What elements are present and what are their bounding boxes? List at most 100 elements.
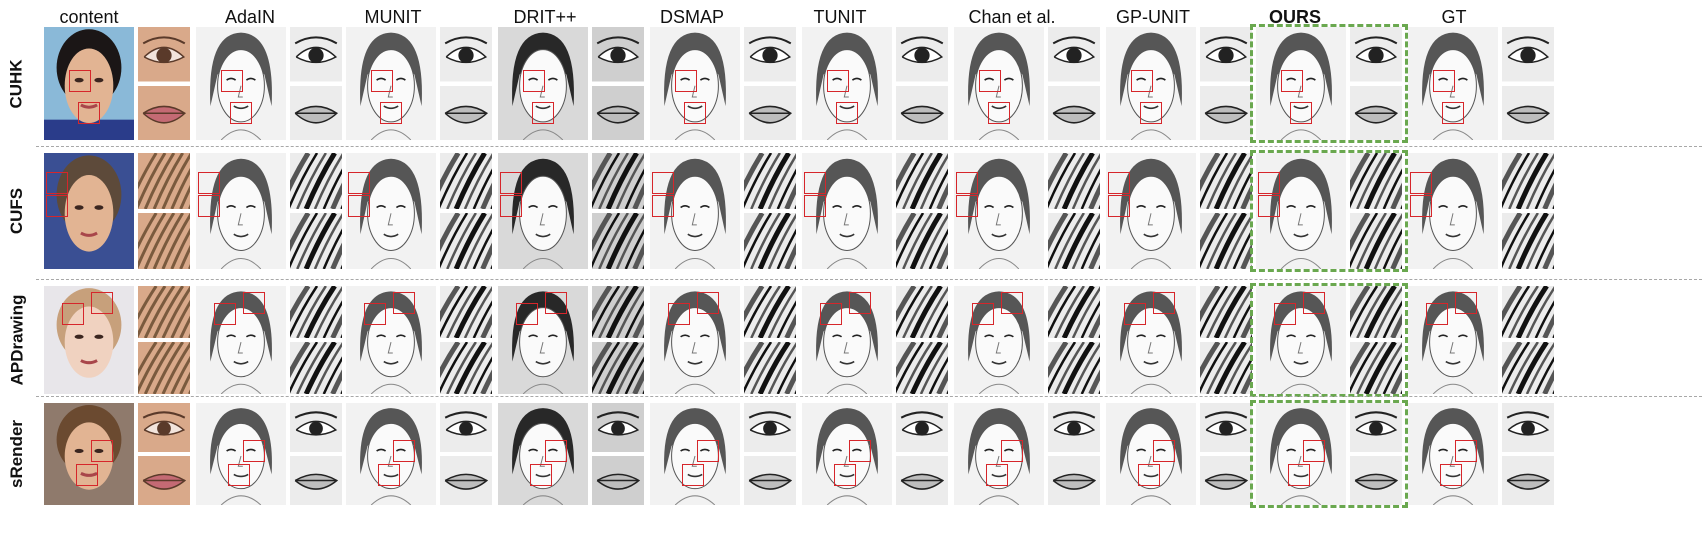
cell-srender-munit (346, 403, 436, 505)
crop-srender-dsmap-0 (744, 403, 796, 452)
zoom-crop-hair (1048, 213, 1100, 269)
cell-srender-content (44, 403, 134, 505)
crop-srender-tunit-1 (896, 456, 948, 505)
crop-cuhk-tunit-1 (896, 85, 948, 140)
zoom-region-box (651, 194, 674, 217)
zoom-crop-eye (138, 27, 190, 82)
row-label-text: CUFS (7, 187, 26, 235)
zoom-region-box (1140, 101, 1163, 124)
zoom-region-box (69, 69, 92, 92)
zoom-region-box (972, 303, 994, 326)
crop-apdrawing-drit-1 (592, 342, 644, 394)
cell-apdrawing-gt (1408, 286, 1498, 394)
crop-cufs-gt-0 (1502, 153, 1554, 209)
crop-cuhk-drit-1 (592, 85, 644, 140)
crop-srender-gpunit-1 (1200, 456, 1252, 505)
zoom-region-box (90, 439, 113, 462)
row-label-text: sRender (7, 419, 26, 489)
cell-apdrawing-drit (498, 286, 588, 394)
zoom-region-box (371, 69, 394, 92)
zoom-region-box (820, 303, 842, 326)
zoom-crop-hair (138, 153, 190, 209)
zoom-region-box (197, 171, 220, 194)
zoom-crop-hair (896, 286, 948, 338)
zoom-region-box (834, 464, 857, 487)
zoom-region-box (78, 101, 101, 124)
crop-apdrawing-adain-1 (290, 342, 342, 394)
cell-cuhk-gt (1408, 27, 1498, 140)
zoom-region-box (544, 439, 567, 462)
crop-srender-content-0 (138, 403, 190, 452)
cell-cufs-content (44, 153, 134, 269)
column-header-drit: DRIT++ (513, 7, 577, 27)
cell-srender-drit (498, 403, 588, 505)
column-header-adain: AdaIN (224, 7, 276, 27)
zoom-region-box (1107, 171, 1130, 194)
crop-apdrawing-ours-1 (1350, 342, 1402, 394)
zoom-crop-hair (1200, 153, 1252, 209)
zoom-crop-hair (896, 342, 948, 394)
crop-apdrawing-munit-0 (440, 286, 492, 338)
sketch-image (954, 403, 1044, 505)
zoom-crop-mouth (744, 85, 796, 140)
zoom-crop-eye (1200, 27, 1252, 82)
crop-apdrawing-gpunit-0 (1200, 286, 1252, 338)
crop-cufs-gpunit-1 (1200, 213, 1252, 269)
zoom-crop-eye (744, 27, 796, 82)
zoom-region-box (803, 194, 826, 217)
crop-cufs-tunit-0 (896, 153, 948, 209)
row-label-srender: sRender (2, 403, 32, 505)
zoom-region-box (684, 101, 707, 124)
cell-srender-ours (1256, 403, 1346, 505)
zoom-crop-hair (744, 153, 796, 209)
cell-srender-tunit (802, 403, 892, 505)
crop-apdrawing-tunit-1 (896, 342, 948, 394)
zoom-region-box (45, 171, 68, 194)
cell-apdrawing-munit (346, 286, 436, 394)
crop-apdrawing-gpunit-1 (1200, 342, 1252, 394)
row-label-text: CUHK (7, 58, 27, 109)
zoom-crop-hair (138, 213, 190, 269)
zoom-crop-eye (1350, 403, 1402, 452)
crop-apdrawing-gt-1 (1502, 342, 1554, 394)
sketch-image (1408, 403, 1498, 505)
row-separator (36, 279, 1702, 280)
zoom-region-box (651, 171, 674, 194)
crop-apdrawing-dsmap-1 (744, 342, 796, 394)
zoom-crop-hair (1502, 342, 1554, 394)
crop-cufs-content-1 (138, 213, 190, 269)
crop-cuhk-munit-1 (440, 85, 492, 140)
crop-srender-gpunit-0 (1200, 403, 1252, 452)
sketch-image (498, 27, 588, 140)
zoom-crop-hair (592, 153, 644, 209)
sketch-image (1256, 27, 1346, 140)
zoom-region-box (1442, 101, 1465, 124)
crop-cuhk-content-1 (138, 85, 190, 140)
column-header-gt: GT (1441, 7, 1467, 27)
zoom-crop-eye (1350, 27, 1402, 82)
cell-apdrawing-gpunit (1106, 286, 1196, 394)
zoom-region-box (1152, 439, 1175, 462)
zoom-region-box (696, 292, 719, 315)
zoom-region-box (1288, 464, 1311, 487)
zoom-region-box (668, 303, 690, 326)
zoom-region-box (1302, 439, 1325, 462)
crop-cuhk-gpunit-1 (1200, 85, 1252, 140)
zoom-crop-hair (1502, 153, 1554, 209)
cell-apdrawing-ours (1256, 286, 1346, 394)
zoom-region-box (392, 439, 415, 462)
zoom-region-box (1281, 69, 1304, 92)
zoom-region-box (827, 69, 850, 92)
crop-cufs-munit-0 (440, 153, 492, 209)
cell-cufs-tunit (802, 153, 892, 269)
row-label-cufs: CUFS (2, 153, 32, 269)
zoom-region-box (364, 303, 386, 326)
sketch-image (650, 403, 740, 505)
zoom-crop-mouth (440, 85, 492, 140)
ours-highlight-frame (1250, 24, 1408, 143)
crop-cufs-munit-1 (440, 213, 492, 269)
crop-cuhk-adain-0 (290, 27, 342, 82)
zoom-crop-mouth (1502, 456, 1554, 505)
sketch-image (650, 286, 740, 394)
sketch-image (954, 153, 1044, 269)
